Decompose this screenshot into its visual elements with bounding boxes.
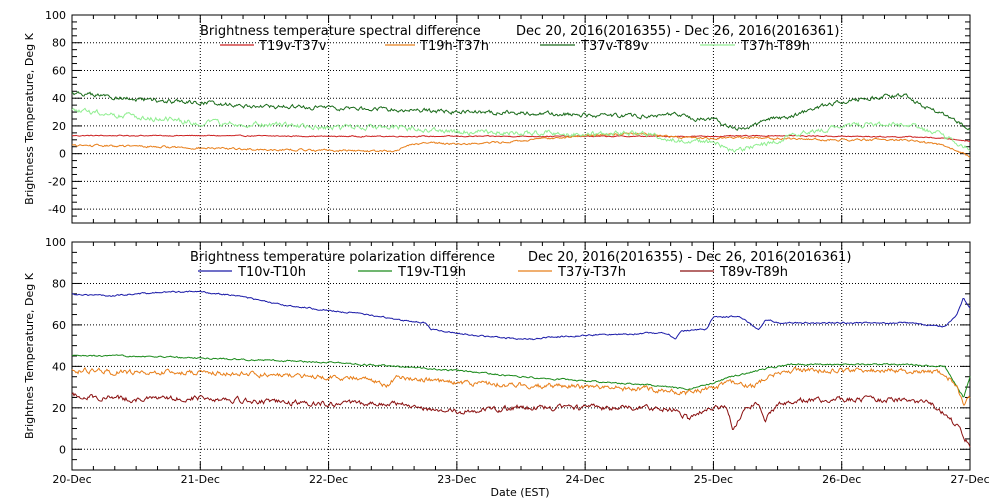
x-tick-label: 25-Dec [694,473,733,486]
panel-date-range: Dec 20, 2016(2016355) - Dec 26, 2016(201… [528,250,851,265]
legend-item: T10v-T10h [198,265,306,280]
spectral-difference-panel: -40 -20 0 20 40 60 80 100 Brightness temperatur… [23,9,971,224]
legend-item: T37h-T89h [700,39,810,54]
series-line-T10v-T10h [71,290,971,341]
x-axis-title: Date (EST) [490,486,549,499]
grid-lines [72,15,970,223]
legend-label: T37v-T89v [580,39,649,54]
legend-label: T89v-T89h [719,265,788,280]
series-line-T37v-T89v [71,90,971,131]
y-tick-label: 100 [45,9,66,22]
x-tick-label: 23-Dec [437,473,476,486]
y-tick-labels: 0 20 40 60 80 100 [45,236,66,456]
y-tick-label: 40 [52,92,66,105]
legend-label: T19v-T37v [258,39,327,54]
legend-item: T89v-T89h [680,265,788,280]
plot-frame [71,14,971,224]
y-tick-label: 80 [52,37,66,50]
legend: T10v-T10h T19v-T19h T37v-T37h T89v-T89h [198,265,788,280]
x-tick-label: 22-Dec [309,473,348,486]
y-tick-label: 0 [59,148,66,161]
grid-lines [72,242,970,470]
legend-label: T37v-T37h [557,265,626,280]
series-line-T37h-T89h [71,107,971,153]
panel-date-range: Dec 20, 2016(2016355) - Dec 26, 2016(201… [516,24,839,39]
x-tick-label: 26-Dec [822,473,861,486]
legend-item: T19v-T37v [220,39,327,54]
y-tick-label: 80 [52,277,66,290]
y-axis-title: Brightnes Temperature, Deg K [23,272,36,439]
tick-marks [71,241,971,471]
legend-label: T10v-T10h [237,265,306,280]
x-tick-label: 20-Dec [52,473,91,486]
y-tick-label: 20 [52,402,66,415]
legend-item: T37v-T37h [518,265,626,280]
y-tick-label: 60 [52,64,66,77]
panel-title: Brightness temperature spectral differen… [200,24,481,39]
series-line-T89v-T89h [71,392,971,448]
legend-item: T37v-T89v [540,39,649,54]
x-tick-label: 27-Dec [950,473,989,486]
x-tick-labels: 20-Dec 21-Dec 22-Dec 23-Dec 24-Dec 25-Dec 26-D… [52,473,989,486]
legend-label: T19h-T37h [419,39,489,54]
y-tick-label: 0 [59,443,66,456]
tick-marks [71,14,971,224]
legend: T19v-T37v T19h-T37h T37v-T89v T37h-T89h [220,39,810,54]
series-line-T19v-T19h [71,354,971,398]
x-tick-label: 21-Dec [181,473,220,486]
y-tick-labels: -40 -20 0 20 40 60 80 100 [45,9,66,216]
legend-label: T19v-T19h [397,265,466,280]
legend-label: T37h-T89h [740,39,810,54]
series-lines [71,90,971,158]
series-line-T37v-T37h [71,366,971,407]
y-tick-label: -40 [48,203,66,216]
x-tick-label: 24-Dec [566,473,605,486]
series-lines [71,290,971,448]
legend-item: T19v-T19h [358,265,466,280]
y-axis-title: Brightness Temperature, Deg K [23,32,36,204]
y-tick-label: -20 [48,175,66,188]
y-tick-label: 100 [45,236,66,249]
y-tick-label: 20 [52,120,66,133]
series-line-T19v-T37v [71,134,971,143]
y-tick-label: 60 [52,319,66,332]
plot-frame [71,241,971,471]
series-line-T19h-T37h [71,131,971,158]
polarization-difference-panel: 0 20 40 60 80 100 20-Dec 21-Dec 22-Dec 23-Dec 24-… [23,236,990,499]
panel-title: Brightness temperature polarization diff… [190,250,495,265]
y-tick-label: 40 [52,360,66,373]
legend-item: T19h-T37h [385,39,489,54]
